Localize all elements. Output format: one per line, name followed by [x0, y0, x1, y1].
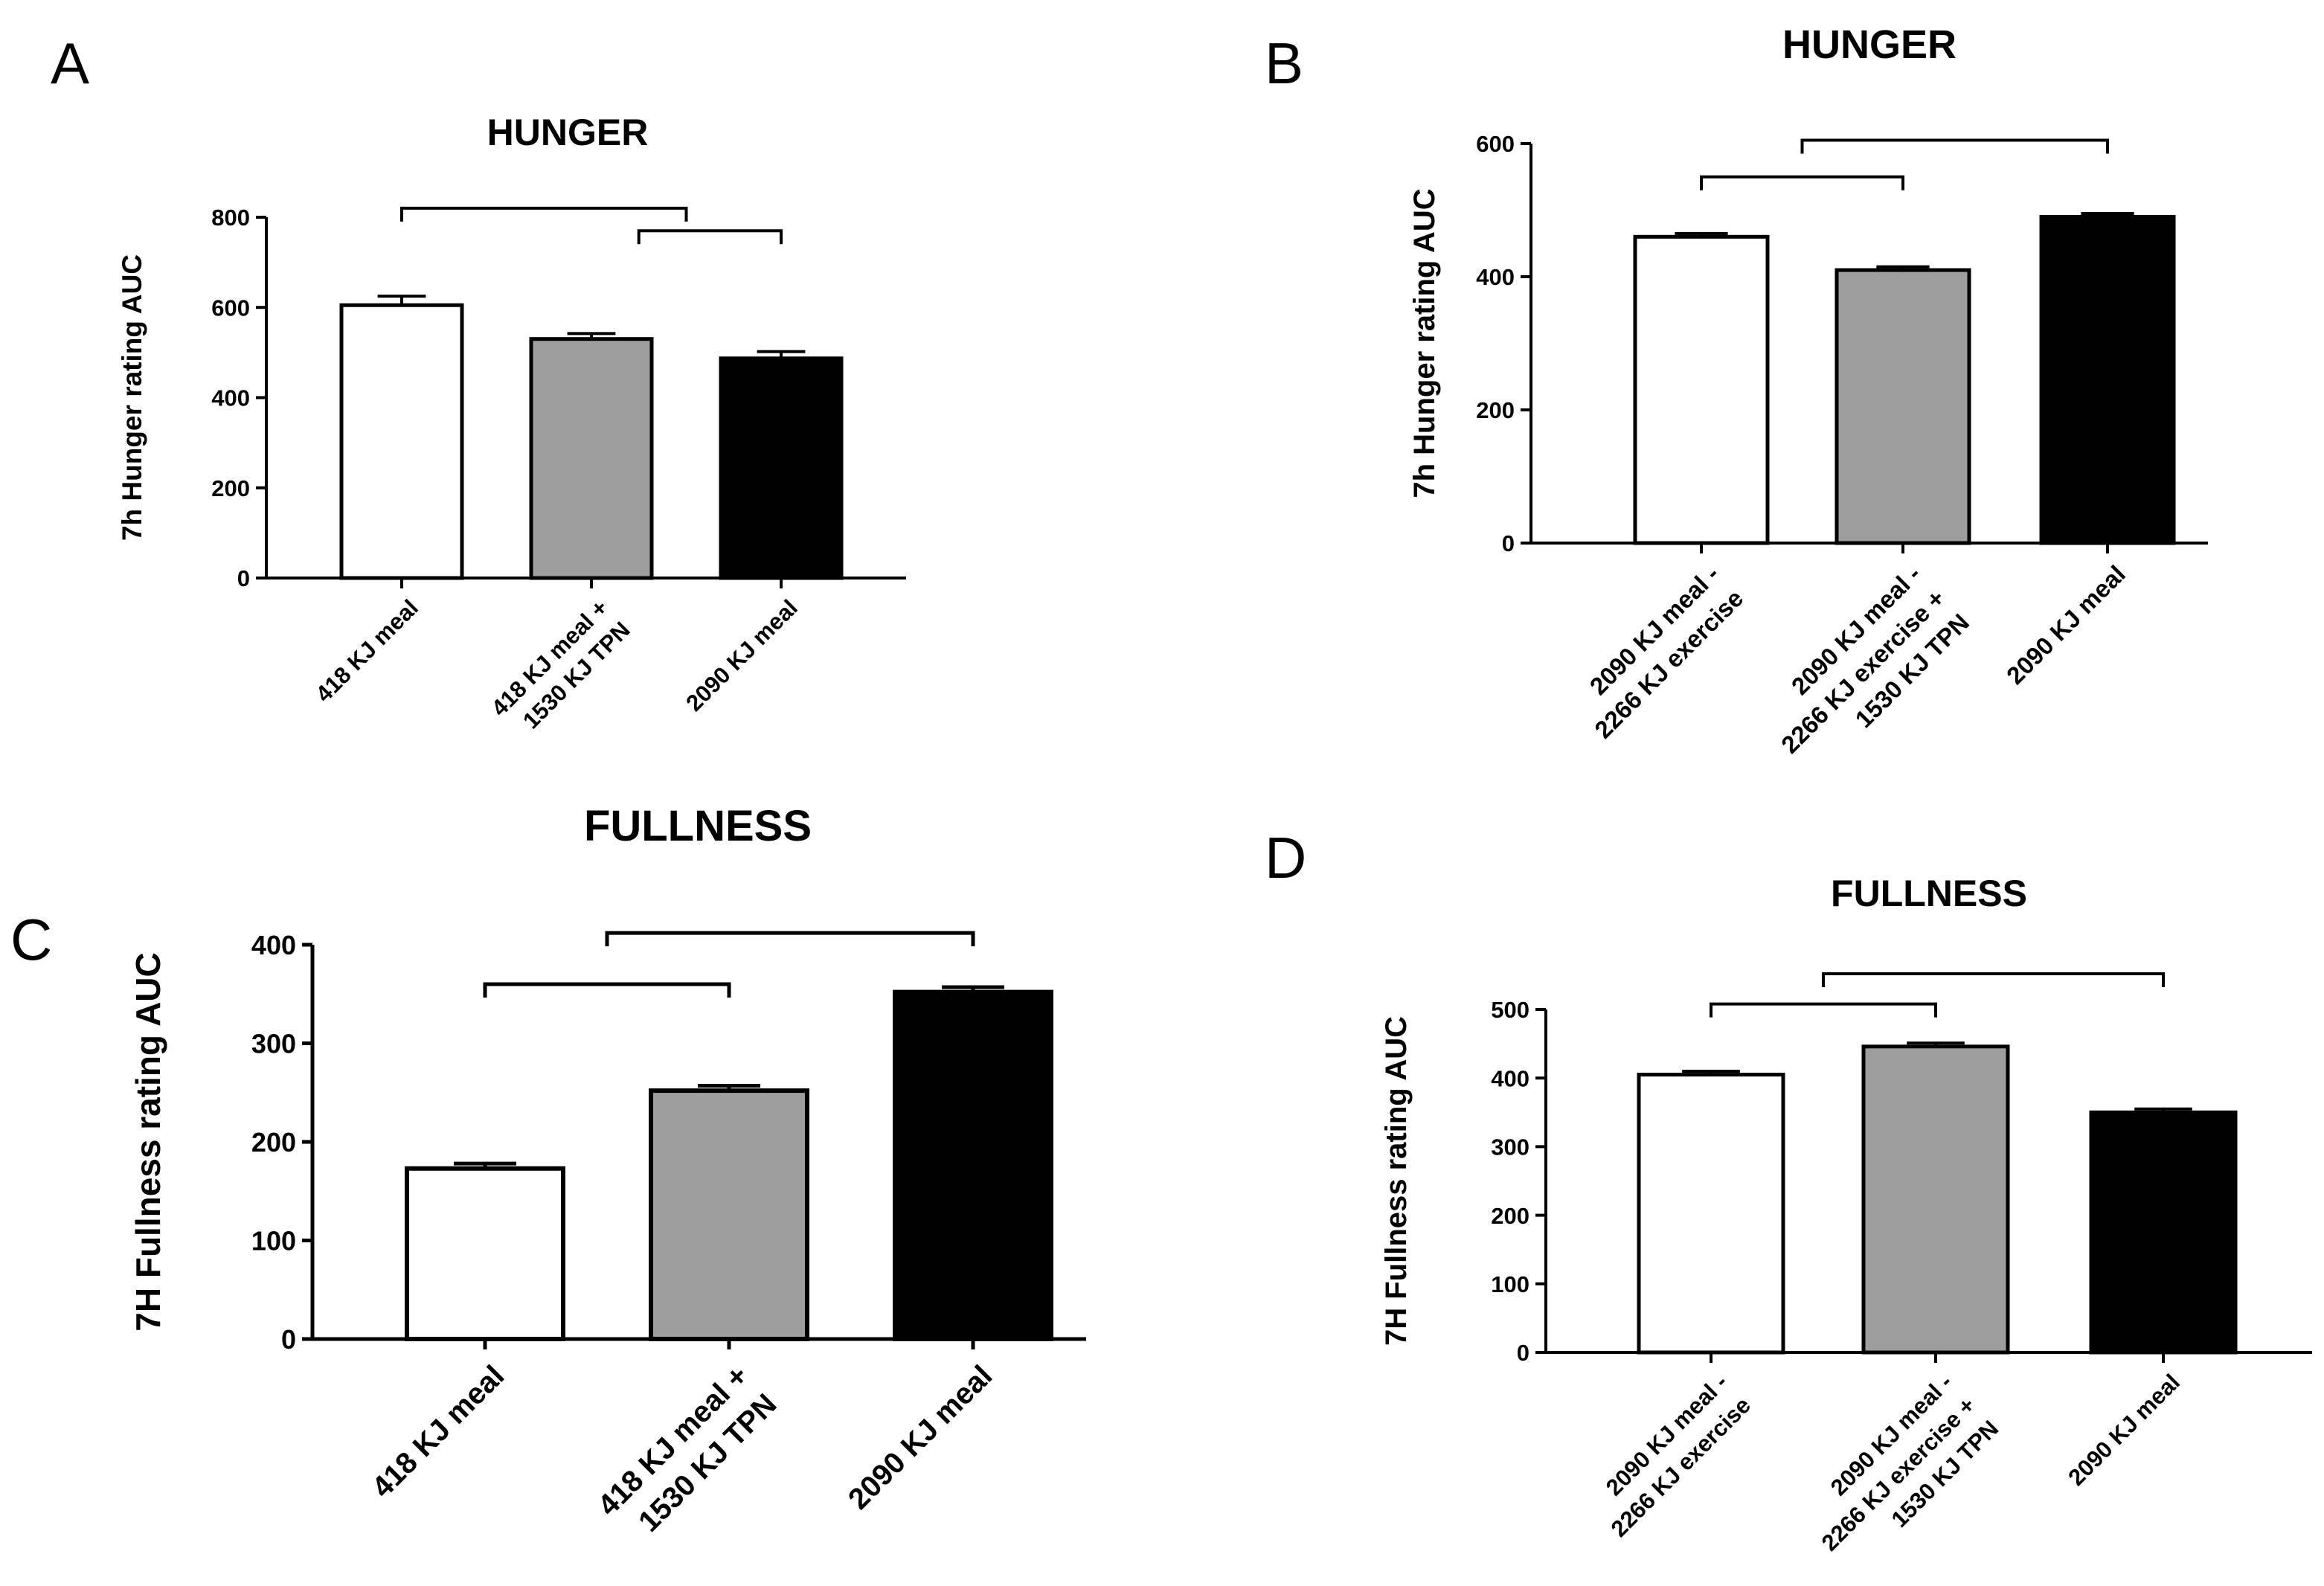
bar — [1835, 268, 1971, 545]
category-label: 2090 KJ meal — [2063, 1369, 2185, 1491]
bar — [1861, 1044, 2010, 1355]
significance-bracket — [637, 229, 783, 245]
y-tick-label: 800 — [211, 205, 250, 231]
category-label: 418 KJ meal — [310, 594, 423, 707]
y-tick-label: 100 — [251, 1225, 296, 1256]
bar — [649, 1088, 809, 1341]
y-tick-label: 400 — [1476, 264, 1515, 290]
significance-bracket — [1710, 1002, 1937, 1018]
bar — [1633, 234, 1770, 545]
chart-b: HUNGER 7h Hunger rating AUC 0 200 400 600 2090… — [1408, 22, 2208, 783]
category-label: 2090 KJ meal -2266 KJ exercise +1530 KJ … — [1794, 1369, 2004, 1579]
y-tick-label: 400 — [211, 385, 250, 411]
panel-letter-d: D — [1265, 825, 1306, 890]
y-axis-title: 7H Fullness rating AUC — [129, 952, 167, 1331]
category-label: 2090 KJ meal -2266 KJ exercise — [1565, 560, 1749, 744]
significance-bracket — [400, 206, 688, 222]
y-tick-label: 400 — [251, 930, 296, 960]
bar — [1637, 1073, 1785, 1355]
bar — [893, 989, 1053, 1341]
category-label-line: 418 KJ meal — [310, 594, 423, 707]
y-tick-label: 500 — [1491, 997, 1529, 1023]
bar — [719, 356, 844, 580]
y-tick-label: 600 — [211, 295, 250, 321]
category-label: 418 KJ meal +1530 KJ TPN — [487, 594, 635, 743]
y-tick-label: 300 — [251, 1028, 296, 1059]
panel-letter-c: C — [10, 907, 52, 972]
category-label: 2090 KJ meal -2266 KJ exercise — [1582, 1369, 1756, 1542]
y-axis-title: 7h Hunger rating AUC — [1408, 188, 1441, 498]
y-tick-label: 0 — [1517, 1340, 1529, 1366]
category-label: 2090 KJ meal — [681, 594, 803, 716]
category-label-line: 2090 KJ meal — [842, 1359, 998, 1515]
y-tick-label: 300 — [1491, 1134, 1529, 1160]
y-tick-label: 200 — [211, 475, 250, 501]
bar — [529, 337, 654, 580]
significance-bracket — [605, 931, 975, 947]
bar — [339, 303, 464, 580]
significance-bracket — [1800, 138, 2109, 154]
category-label: 418 KJ meal — [366, 1359, 511, 1504]
y-tick-label: 0 — [281, 1324, 296, 1355]
chart-title: HUNGER — [487, 112, 649, 153]
y-axis-title: 7h Hunger rating AUC — [117, 254, 147, 541]
y-tick-label: 200 — [1491, 1203, 1529, 1229]
y-tick-label: 200 — [251, 1127, 296, 1158]
chart-d: FULLNESS 7H Fullness rating AUC 0 100 200 300… — [1380, 873, 2312, 1579]
chart-c: FULLNESS 7H Fullness rating AUC 0 100 200 300… — [129, 802, 1086, 1550]
category-label-line: 2090 KJ meal — [2001, 560, 2131, 690]
panel-letter-a: A — [51, 30, 89, 96]
y-tick-label: 200 — [1476, 397, 1515, 423]
category-label-line: 2090 KJ meal — [681, 594, 803, 716]
significance-bracket — [1822, 972, 2165, 988]
category-label: 2090 KJ meal -2266 KJ exercise +1530 KJ … — [1752, 560, 1974, 783]
category-label: 418 KJ meal +1530 KJ TPN — [591, 1359, 783, 1550]
chart-title: FULLNESS — [1831, 873, 2027, 914]
y-tick-label: 100 — [1491, 1271, 1529, 1297]
category-label: 2090 KJ meal — [842, 1359, 998, 1515]
y-tick-label: 0 — [237, 565, 250, 591]
y-tick-label: 400 — [1491, 1065, 1529, 1091]
chart-title: HUNGER — [1782, 22, 1957, 67]
y-tick-label: 0 — [1502, 530, 1515, 556]
category-label-line: 418 KJ meal — [366, 1359, 511, 1504]
significance-bracket — [1700, 175, 1904, 190]
chart-a: HUNGER 7h Hunger rating AUC 0 200 400 600 800 4… — [117, 112, 906, 743]
bar — [2089, 1110, 2238, 1355]
category-label: 2090 KJ meal — [2001, 560, 2131, 690]
panel-letter-b: B — [1265, 30, 1303, 96]
y-tick-label: 600 — [1476, 131, 1515, 157]
category-label-line: 2090 KJ meal — [2063, 1369, 2185, 1491]
bar — [405, 1166, 565, 1342]
y-axis-title: 7H Fullness rating AUC — [1380, 1016, 1413, 1346]
bar — [2039, 214, 2176, 545]
significance-bracket — [483, 982, 731, 998]
chart-title: FULLNESS — [584, 802, 812, 850]
